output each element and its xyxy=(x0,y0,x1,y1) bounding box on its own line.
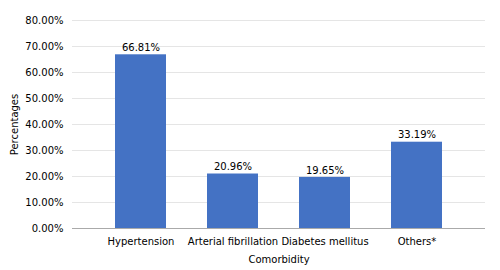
svg-text:33.19%: 33.19% xyxy=(398,129,436,140)
svg-text:80.00%: 80.00% xyxy=(25,15,63,26)
svg-text:30.00%: 30.00% xyxy=(25,145,63,156)
svg-text:66.81%: 66.81% xyxy=(122,42,160,53)
svg-text:Others*: Others* xyxy=(398,236,437,247)
svg-text:60.00%: 60.00% xyxy=(25,67,63,78)
svg-text:Comorbidity: Comorbidity xyxy=(248,254,309,265)
svg-text:50.00%: 50.00% xyxy=(25,93,63,104)
svg-text:0.00%: 0.00% xyxy=(32,223,64,234)
svg-text:Diabetes mellitus: Diabetes mellitus xyxy=(281,236,368,247)
svg-text:20.00%: 20.00% xyxy=(25,171,63,182)
svg-text:20.96%: 20.96% xyxy=(214,161,252,172)
svg-text:19.65%: 19.65% xyxy=(306,165,344,176)
svg-text:10.00%: 10.00% xyxy=(25,197,63,208)
svg-text:Percentages: Percentages xyxy=(9,94,20,155)
svg-text:Hypertension: Hypertension xyxy=(108,236,175,247)
svg-text:Arterial fibrillation: Arterial fibrillation xyxy=(188,236,278,247)
svg-text:70.00%: 70.00% xyxy=(25,41,63,52)
svg-text:40.00%: 40.00% xyxy=(25,119,63,130)
